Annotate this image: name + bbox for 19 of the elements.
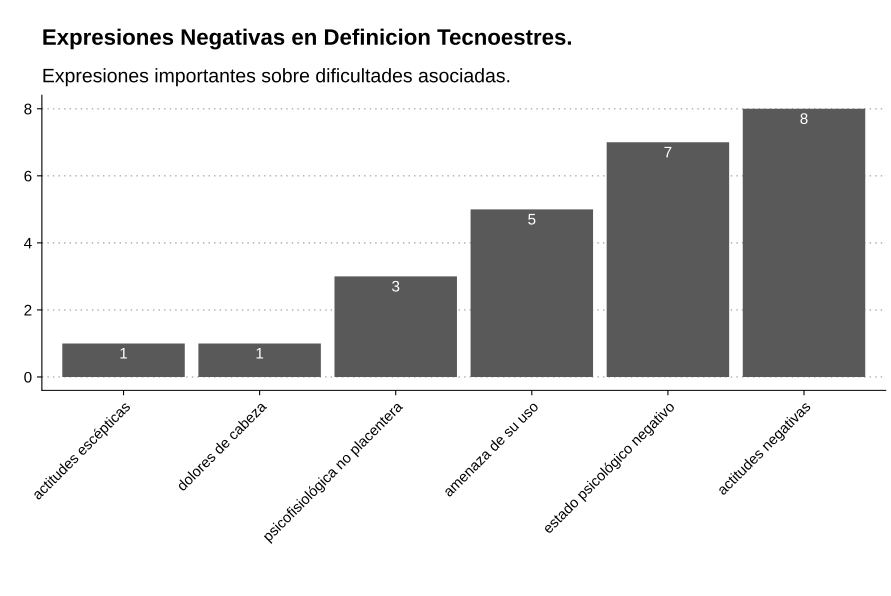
chart-title: Expresiones Negativas en Definicion Tecnoestres.	[43, 28, 571, 50]
bar	[742, 108, 866, 377]
y-tick-label: 6	[24, 170, 32, 182]
data-label: 8	[800, 113, 808, 124]
data-label: 3	[392, 280, 400, 292]
y-tick-label: 0	[24, 372, 32, 383]
bar	[334, 276, 457, 377]
data-label: 5	[528, 214, 536, 225]
data-label: 7	[664, 146, 672, 158]
bar	[606, 142, 730, 377]
chart-subtitle: Expresiones importantes sobre dificultades asociadas.	[43, 68, 510, 86]
y-tick-label: 4	[24, 238, 32, 248]
bar	[470, 209, 594, 377]
y-tick-label: 8	[24, 104, 32, 114]
bar	[62, 343, 185, 377]
y-tick-label: 2	[24, 304, 32, 316]
data-label: 1	[120, 348, 128, 359]
bar	[198, 343, 321, 377]
data-label: 1	[256, 348, 264, 359]
